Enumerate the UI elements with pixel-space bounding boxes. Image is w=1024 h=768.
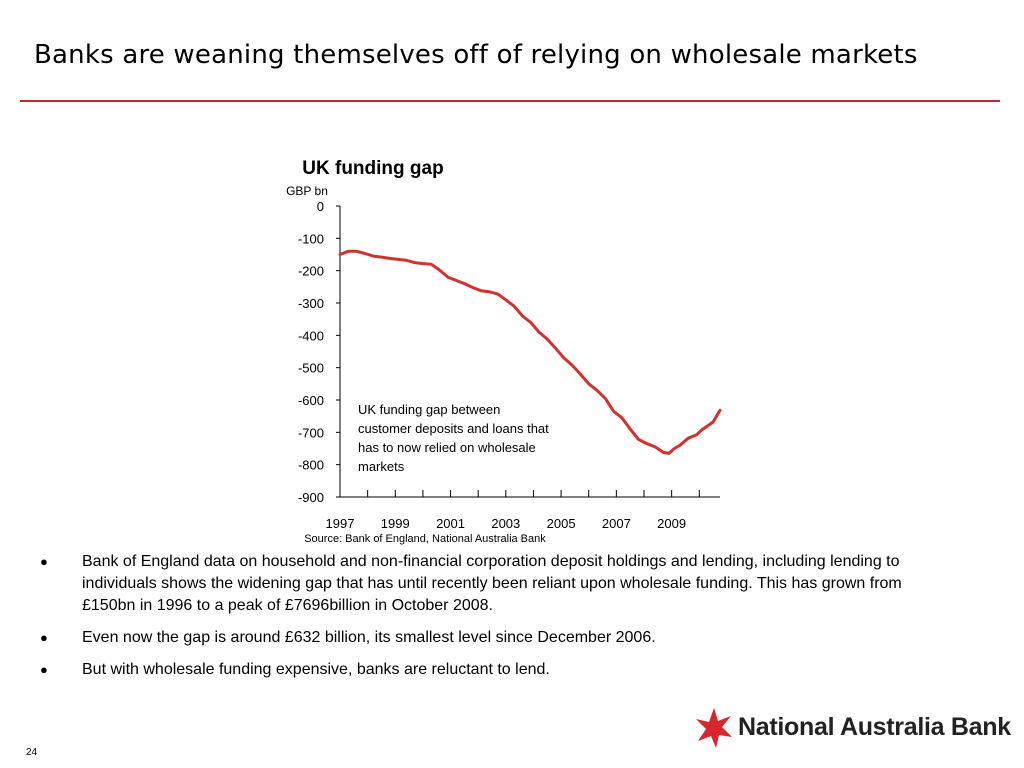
funding-gap-chart: UK funding gap GBP bn 0 -100 -200 -300 -400 -… <box>286 158 722 545</box>
annotation-line: customer deposits and loans that <box>358 421 549 436</box>
y-axis-unit-label: GBP bn <box>286 184 328 198</box>
bullet-marker: ● <box>40 630 48 645</box>
annotation-line: markets <box>358 459 405 474</box>
y-tick-label: -200 <box>298 264 324 279</box>
y-tick-label: -600 <box>298 393 324 408</box>
chart-series <box>338 249 722 455</box>
slide-title: Banks are weaning themselves off of rely… <box>34 40 918 70</box>
bullet-item: ● But with wholesale funding expensive, … <box>40 659 940 681</box>
bullet-text: Even now the gap is around £632 billion,… <box>82 629 656 646</box>
y-tick-label: 0 <box>317 199 324 214</box>
y-tick-label: -800 <box>298 458 324 473</box>
title-divider <box>20 100 1000 102</box>
y-tick-label: -500 <box>298 361 324 376</box>
bullet-text: But with wholesale funding expensive, ba… <box>82 661 550 678</box>
x-tick-label: 2007 <box>602 516 631 531</box>
nab-logo: National Australia Bank <box>694 706 1011 750</box>
bullet-marker: ● <box>40 662 48 677</box>
annotation-line: UK funding gap between <box>358 402 500 417</box>
bullet-list: ● Bank of England data on household and … <box>40 551 940 691</box>
annotation-text: UK funding gap between customer deposits … <box>358 402 549 474</box>
x-tick-label: 2005 <box>547 516 576 531</box>
y-tick-label: -400 <box>298 328 324 343</box>
bullet-marker: ● <box>40 554 48 569</box>
bullet-text: Bank of England data on household and no… <box>82 553 902 614</box>
bullet-item: ● Bank of England data on household and … <box>40 551 940 617</box>
y-tick-label: -900 <box>298 490 324 505</box>
logo-text: National Australia Bank <box>738 713 1011 741</box>
x-tick-label: 2009 <box>657 516 686 531</box>
chart-axes: 0-100-200-300-400-500-600-700-800-900199… <box>298 199 720 531</box>
x-tick-label: 1999 <box>381 516 410 531</box>
chart-source: Source: Bank of England, National Austra… <box>304 533 546 545</box>
bullet-item: ● Even now the gap is around £632 billio… <box>40 627 940 649</box>
y-tick-label: -700 <box>298 425 324 440</box>
page-number: 24 <box>26 747 38 758</box>
x-tick-label: 1997 <box>326 516 355 531</box>
chart-title: UK funding gap <box>302 158 443 179</box>
y-tick-label: -100 <box>298 231 324 246</box>
nab-star-icon <box>696 708 732 748</box>
chart-annotation: UK funding gap between customer deposits … <box>358 402 549 474</box>
y-tick-label: -300 <box>298 296 324 311</box>
x-tick-label: 2001 <box>436 516 465 531</box>
annotation-line: has to now relied on wholesale <box>358 440 536 455</box>
x-tick-label: 2003 <box>491 516 520 531</box>
series-line <box>338 249 722 455</box>
